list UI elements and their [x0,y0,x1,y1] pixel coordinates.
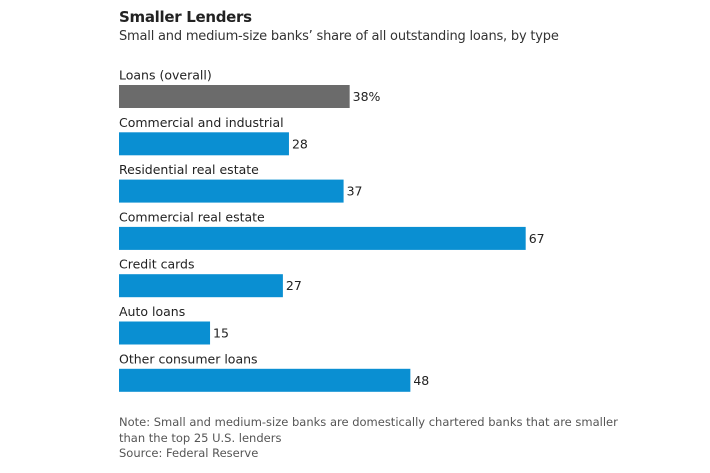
value-label: 15 [213,326,229,341]
category-label: Other consumer loans [119,351,258,366]
bar [119,132,289,156]
bar [119,368,411,392]
value-label: 27 [286,278,302,293]
source: Source: Federal Reserve [119,446,259,460]
bar [119,85,350,108]
chart-title: Smaller Lenders [119,8,252,26]
value-label: 37 [347,184,363,199]
category-label: Loans (overall) [119,68,212,83]
chart-subtitle: Small and medium-size banks’ share of al… [119,29,559,44]
bar [119,321,211,345]
bar [119,274,283,298]
note: Note: Small and medium-size banks are do… [119,415,618,445]
category-label: Credit cards [119,257,194,272]
value-label: 28 [292,136,308,151]
category-label: Commercial real estate [119,209,265,224]
chart: Loans (overall) 38% Commercial and industr… [119,68,545,392]
bar [119,179,344,203]
bar [119,226,526,250]
value-label: 67 [529,231,545,246]
value-label: 38% [353,89,381,104]
category-label: Commercial and industrial [119,115,284,130]
category-label: Auto loans [119,304,185,319]
category-label: Residential real estate [119,162,259,177]
value-label: 48 [413,373,429,388]
